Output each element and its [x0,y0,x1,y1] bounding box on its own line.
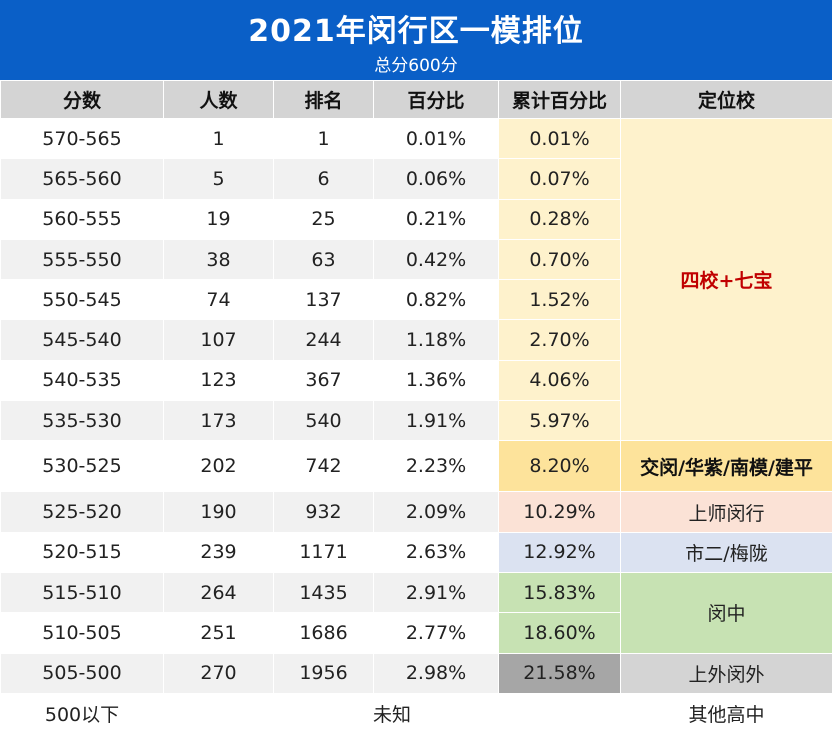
count-cell: 173 [164,401,274,441]
score-cell: 560-555 [1,199,164,239]
count-cell: 239 [164,532,274,572]
column-header-score: 分数 [1,81,164,119]
score-cell: 500以下 [1,693,164,733]
school-cell-group1: 四校+七宝 [621,119,832,441]
count-cell: 107 [164,320,274,360]
count-cell: 251 [164,613,274,653]
percent-cell: 1.36% [374,360,499,400]
column-header-rank: 排名 [274,81,374,119]
cumulative-cell: 0.07% [499,159,621,199]
score-cell: 550-545 [1,280,164,320]
table-row: 530-525 202 742 2.23% 8.20% 交闵/华紫/南模/建平 [1,441,832,492]
rank-cell: 1171 [274,532,374,572]
score-cell: 510-505 [1,613,164,653]
rank-cell: 1 [274,119,374,159]
cumulative-cell: 2.70% [499,320,621,360]
table-row: 505-500 270 1956 2.98% 21.58% 上外闵外 [1,653,832,693]
ranking-table: 分数 人数 排名 百分比 累计百分比 定位校 570-565 1 1 0.01%… [0,80,832,734]
percent-cell: 1.18% [374,320,499,360]
percent-cell: 0.06% [374,159,499,199]
column-header-percent: 百分比 [374,81,499,119]
count-cell: 190 [164,492,274,532]
count-cell: 264 [164,572,274,612]
table-header-row: 分数 人数 排名 百分比 累计百分比 定位校 [1,81,832,119]
cumulative-cell: 15.83% [499,572,621,612]
page-subtitle: 总分600分 [0,51,832,76]
count-cell: 1 [164,119,274,159]
score-cell: 515-510 [1,572,164,612]
count-cell: 19 [164,199,274,239]
table-row: 515-510 264 1435 2.91% 15.83% 闵中 [1,572,832,612]
rank-cell: 6 [274,159,374,199]
school-cell-group3: 上师闵行 [621,492,832,532]
count-cell: 123 [164,360,274,400]
cumulative-cell: 0.28% [499,199,621,239]
rank-cell: 244 [274,320,374,360]
school-cell-group7: 其他高中 [621,693,832,733]
school-cell-group4: 市二/梅陇 [621,532,832,572]
cumulative-cell: 8.20% [499,441,621,492]
rank-cell: 1956 [274,653,374,693]
percent-cell: 2.98% [374,653,499,693]
percent-cell: 2.91% [374,572,499,612]
rank-cell: 137 [274,280,374,320]
cumulative-cell: 0.01% [499,119,621,159]
column-header-school: 定位校 [621,81,832,119]
score-cell: 535-530 [1,401,164,441]
table-row: 570-565 1 1 0.01% 0.01% 四校+七宝 [1,119,832,159]
page-title: 2021年闵行区一模排位 [0,6,832,50]
count-cell: 38 [164,239,274,279]
column-header-count: 人数 [164,81,274,119]
count-cell: 74 [164,280,274,320]
percent-cell: 0.01% [374,119,499,159]
score-cell: 545-540 [1,320,164,360]
cumulative-cell: 0.70% [499,239,621,279]
table-row: 520-515 239 1171 2.63% 12.92% 市二/梅陇 [1,532,832,572]
rank-cell: 25 [274,199,374,239]
cumulative-cell: 1.52% [499,280,621,320]
cumulative-cell: 10.29% [499,492,621,532]
score-cell: 540-535 [1,360,164,400]
percent-cell: 0.21% [374,199,499,239]
percent-cell: 2.23% [374,441,499,492]
cumulative-cell: 4.06% [499,360,621,400]
percent-cell: 0.82% [374,280,499,320]
school-cell-group6: 上外闵外 [621,653,832,693]
score-cell: 570-565 [1,119,164,159]
school-cell-group5: 闵中 [621,572,832,653]
unknown-cell: 未知 [164,693,621,733]
cumulative-cell: 21.58% [499,653,621,693]
table-row: 525-520 190 932 2.09% 10.29% 上师闵行 [1,492,832,532]
count-cell: 5 [164,159,274,199]
cumulative-cell: 12.92% [499,532,621,572]
score-cell: 555-550 [1,239,164,279]
percent-cell: 0.42% [374,239,499,279]
rank-cell: 742 [274,441,374,492]
count-cell: 270 [164,653,274,693]
rank-cell: 932 [274,492,374,532]
table-row-below-500: 500以下 未知 其他高中 [1,693,832,733]
column-header-cumulative: 累计百分比 [499,81,621,119]
score-cell: 505-500 [1,653,164,693]
rank-cell: 367 [274,360,374,400]
count-cell: 202 [164,441,274,492]
cumulative-cell: 18.60% [499,613,621,653]
score-cell: 525-520 [1,492,164,532]
rank-cell: 540 [274,401,374,441]
percent-cell: 1.91% [374,401,499,441]
score-cell: 530-525 [1,441,164,492]
percent-cell: 2.63% [374,532,499,572]
rank-cell: 1435 [274,572,374,612]
rank-cell: 1686 [274,613,374,653]
rank-cell: 63 [274,239,374,279]
percent-cell: 2.77% [374,613,499,653]
page-header: 2021年闵行区一模排位 总分600分 [0,0,832,80]
score-cell: 565-560 [1,159,164,199]
school-cell-group2: 交闵/华紫/南模/建平 [621,441,832,492]
cumulative-cell: 5.97% [499,401,621,441]
percent-cell: 2.09% [374,492,499,532]
score-cell: 520-515 [1,532,164,572]
